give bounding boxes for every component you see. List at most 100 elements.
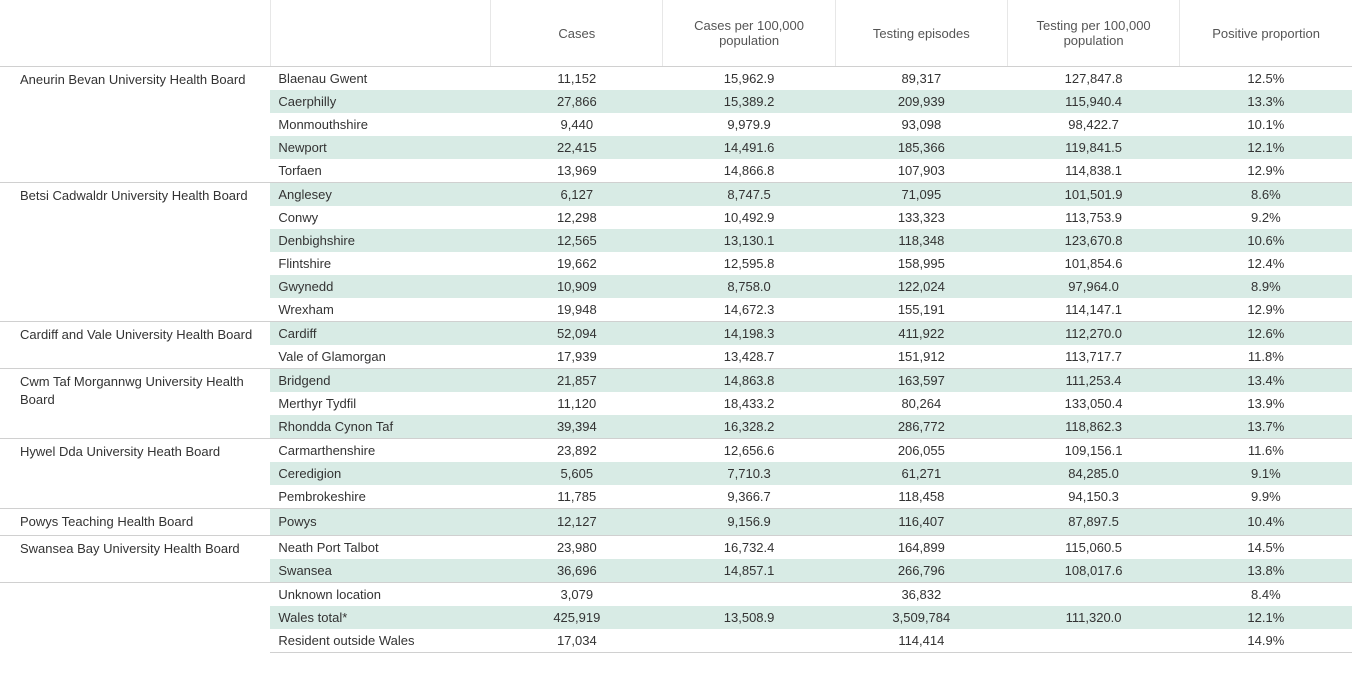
value-cell: 17,034 [491,629,663,653]
value-cell: 11.8% [1180,345,1352,369]
table-row: Cardiff and Vale University Health Board… [0,322,1352,346]
health-board-table: Cases Cases per 100,000 population Testi… [0,0,1352,653]
value-cell: 8.6% [1180,183,1352,207]
value-cell: 13.3% [1180,90,1352,113]
value-cell: 15,962.9 [663,67,835,91]
value-cell: 15,389.2 [663,90,835,113]
value-cell: 155,191 [835,298,1007,322]
value-cell: 164,899 [835,535,1007,559]
value-cell: 9,366.7 [663,485,835,509]
value-cell: 185,366 [835,136,1007,159]
area-cell: Caerphilly [270,90,490,113]
value-cell: 108,017.6 [1007,559,1179,583]
value-cell: 10,492.9 [663,206,835,229]
value-cell: 84,285.0 [1007,462,1179,485]
value-cell: 14,672.3 [663,298,835,322]
value-cell: 23,892 [491,439,663,463]
board-cell: Betsi Cadwaldr University Health Board [0,183,270,322]
value-cell: 12.5% [1180,67,1352,91]
value-cell: 17,939 [491,345,663,369]
value-cell: 12,595.8 [663,252,835,275]
value-cell: 18,433.2 [663,392,835,415]
header-cases-per: Cases per 100,000 population [663,0,835,67]
value-cell: 101,854.6 [1007,252,1179,275]
board-cell: Cwm Taf Morgannwg University Health Boar… [0,369,270,439]
value-cell: 8.9% [1180,275,1352,298]
header-testing-per: Testing per 100,000 population [1007,0,1179,67]
value-cell: 11.6% [1180,439,1352,463]
value-cell: 22,415 [491,136,663,159]
value-cell: 27,866 [491,90,663,113]
value-cell [663,629,835,653]
header-board [0,0,270,67]
area-cell: Pembrokeshire [270,485,490,509]
header-positive: Positive proportion [1180,0,1352,67]
value-cell: 118,348 [835,229,1007,252]
value-cell: 13,130.1 [663,229,835,252]
header-cases: Cases [491,0,663,67]
value-cell: 39,394 [491,415,663,439]
value-cell: 107,903 [835,159,1007,183]
value-cell: 12,298 [491,206,663,229]
area-cell: Unknown location [270,582,490,606]
board-cell: Cardiff and Vale University Health Board [0,322,270,369]
value-cell: 116,407 [835,509,1007,536]
value-cell: 89,317 [835,67,1007,91]
value-cell: 21,857 [491,369,663,393]
value-cell: 87,897.5 [1007,509,1179,536]
value-cell: 6,127 [491,183,663,207]
board-cell: Aneurin Bevan University Health Board [0,67,270,183]
area-cell: Vale of Glamorgan [270,345,490,369]
value-cell: 7,710.3 [663,462,835,485]
table-row: Hywel Dda University Heath BoardCarmarth… [0,439,1352,463]
value-cell: 14,857.1 [663,559,835,583]
value-cell: 109,156.1 [1007,439,1179,463]
value-cell: 13.4% [1180,369,1352,393]
area-cell: Carmarthenshire [270,439,490,463]
board-cell [0,582,270,652]
value-cell: 8,747.5 [663,183,835,207]
value-cell: 98,422.7 [1007,113,1179,136]
area-cell: Flintshire [270,252,490,275]
value-cell: 127,847.8 [1007,67,1179,91]
value-cell: 94,150.3 [1007,485,1179,509]
value-cell: 123,670.8 [1007,229,1179,252]
area-cell: Swansea [270,559,490,583]
value-cell: 9.9% [1180,485,1352,509]
value-cell [1007,582,1179,606]
value-cell: 19,948 [491,298,663,322]
value-cell: 115,940.4 [1007,90,1179,113]
area-cell: Gwynedd [270,275,490,298]
board-cell: Hywel Dda University Heath Board [0,439,270,509]
value-cell: 13,508.9 [663,606,835,629]
value-cell: 9,979.9 [663,113,835,136]
value-cell: 158,995 [835,252,1007,275]
value-cell: 13.7% [1180,415,1352,439]
value-cell: 16,328.2 [663,415,835,439]
area-cell: Wales total* [270,606,490,629]
value-cell: 9,440 [491,113,663,136]
value-cell: 9.2% [1180,206,1352,229]
value-cell: 14,491.6 [663,136,835,159]
value-cell: 111,253.4 [1007,369,1179,393]
value-cell: 12.9% [1180,159,1352,183]
area-cell: Neath Port Talbot [270,535,490,559]
value-cell: 9.1% [1180,462,1352,485]
table-row: Cwm Taf Morgannwg University Health Boar… [0,369,1352,393]
value-cell: 3,509,784 [835,606,1007,629]
value-cell: 151,912 [835,345,1007,369]
board-cell: Powys Teaching Health Board [0,509,270,536]
value-cell: 8.4% [1180,582,1352,606]
value-cell: 163,597 [835,369,1007,393]
value-cell: 209,939 [835,90,1007,113]
value-cell: 114,414 [835,629,1007,653]
area-cell: Torfaen [270,159,490,183]
value-cell: 80,264 [835,392,1007,415]
area-cell: Resident outside Wales [270,629,490,653]
value-cell: 114,838.1 [1007,159,1179,183]
table-row: Unknown location3,07936,8328.4% [0,582,1352,606]
value-cell: 11,120 [491,392,663,415]
value-cell: 118,862.3 [1007,415,1179,439]
value-cell: 206,055 [835,439,1007,463]
value-cell: 16,732.4 [663,535,835,559]
